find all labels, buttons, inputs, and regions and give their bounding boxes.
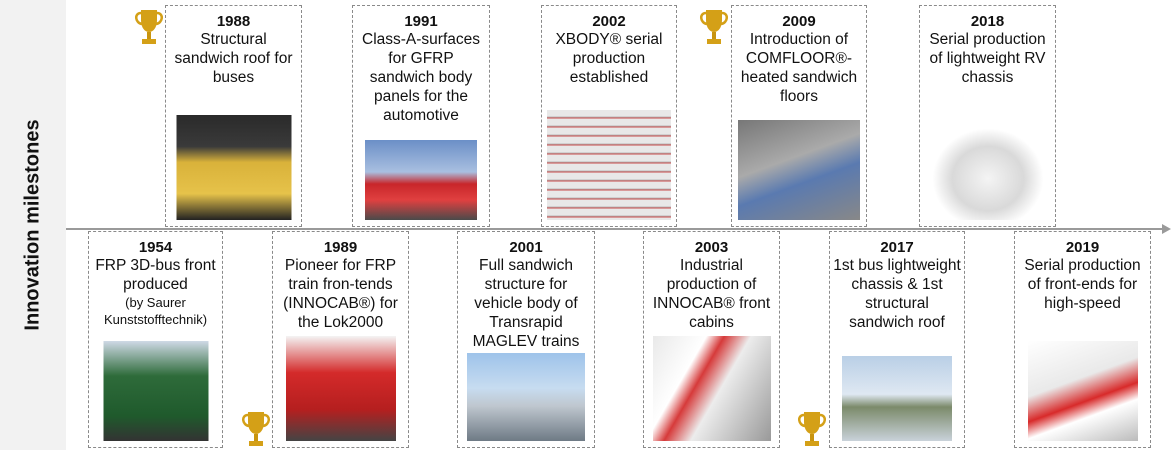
- timeline-page: Innovation milestones 1988Structural san…: [0, 0, 1171, 450]
- milestone-description: 1st bus lightweight chassis & 1st struct…: [830, 256, 964, 332]
- milestone-photo: [1028, 341, 1138, 441]
- trophy-icon: [240, 410, 272, 448]
- milestone-photo: [932, 128, 1044, 220]
- timeline-arrow: [1162, 224, 1171, 234]
- milestone-photo: [738, 120, 860, 220]
- milestone-description: Serial production of front-ends for high…: [1015, 256, 1150, 313]
- milestone-description: XBODY® serial production established: [542, 30, 676, 87]
- milestone-note: (by Saurer Kunststofftechnik): [89, 294, 222, 328]
- milestone-description: Pioneer for FRP train fron-tends (INNOCA…: [273, 256, 408, 332]
- milestone-photo: [176, 115, 291, 220]
- milestone-photo: [365, 140, 477, 220]
- milestone-description: Structural sandwich roof for buses: [166, 30, 301, 87]
- milestone-year: 1989: [273, 239, 408, 256]
- trophy-icon: [698, 8, 730, 46]
- milestone-year: 2017: [830, 239, 964, 256]
- milestone-photo: [103, 341, 208, 441]
- trophy-icon: [133, 8, 165, 46]
- milestone-year: 2002: [542, 13, 676, 30]
- milestone-year: 1954: [89, 239, 222, 256]
- milestone-year: 2019: [1015, 239, 1150, 256]
- milestone-year: 2001: [458, 239, 594, 256]
- milestone-description: Introduction of COMFLOOR®-heated sandwic…: [732, 30, 866, 106]
- milestone-photo: [547, 110, 671, 220]
- milestone-description: Full sandwich structure for vehicle body…: [458, 256, 594, 351]
- milestone-description: FRP 3D-bus front produced: [89, 256, 222, 294]
- milestone-year: 1988: [166, 13, 301, 30]
- milestone-description: Serial production of lightweight RV chas…: [920, 30, 1055, 87]
- milestone-year: 2018: [920, 13, 1055, 30]
- milestone-photo: [286, 336, 396, 441]
- milestone-description: Industrial production of INNOCAB® front …: [644, 256, 779, 332]
- milestone-photo: [467, 353, 585, 441]
- milestone-year: 2003: [644, 239, 779, 256]
- milestone-year: 2009: [732, 13, 866, 30]
- milestone-year: 1991: [353, 13, 489, 30]
- trophy-icon: [796, 410, 828, 448]
- milestone-photo: [653, 336, 771, 441]
- milestone-description: Class-A-surfaces for GFRP sandwich body …: [353, 30, 489, 125]
- milestone-photo: [842, 356, 952, 441]
